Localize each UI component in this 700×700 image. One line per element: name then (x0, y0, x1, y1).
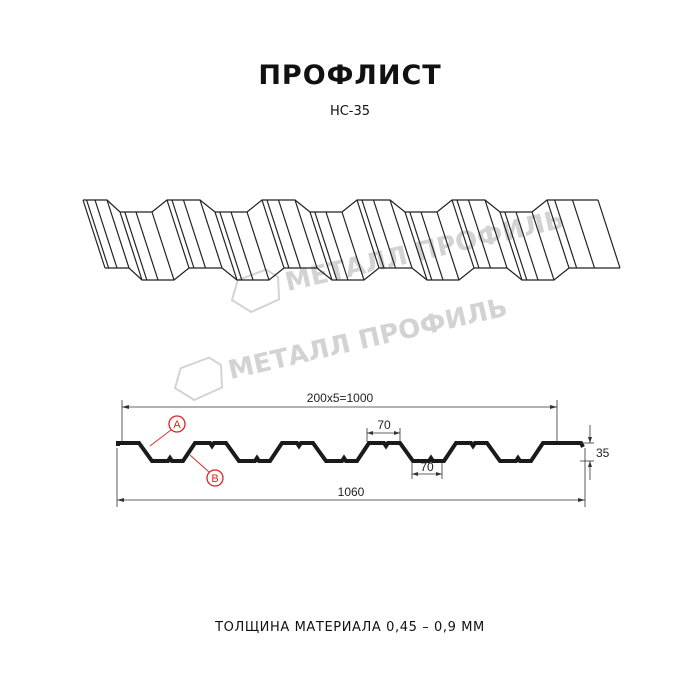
sheet-rib-line (456, 199, 480, 269)
sheet-rib-line (266, 199, 290, 269)
dimension-lines (116, 400, 594, 507)
sheet-fold-line (199, 199, 223, 269)
sheet-rib-line (467, 199, 492, 269)
sheet-fold-line (484, 199, 508, 269)
dimension-arrows (117, 405, 592, 502)
marker-a-label: A (173, 419, 181, 431)
sheet-rib-line (515, 211, 539, 281)
sheet-rib-line (124, 211, 148, 281)
sheet-fold-line (389, 199, 413, 269)
sheet-fold-line (499, 211, 523, 281)
sheet-fold-line (82, 199, 106, 269)
sheet-fold-line (341, 211, 365, 281)
material-thickness-note: ТОЛЩИНА МАТЕРИАЛА 0,45 – 0,9 ММ (215, 620, 485, 635)
sheet-rib-line (554, 199, 578, 269)
page-title: ПРОФЛИСТ (258, 60, 442, 91)
sheet-fold-line (436, 211, 460, 281)
sheet-fold-line (309, 211, 333, 281)
sheet-rib-line (409, 211, 433, 281)
sheet-rib-line (504, 211, 528, 281)
watermark-top: МЕТАЛЛ ПРОФИЛЬ (230, 205, 567, 314)
pitch-dimension-label: 200x5=1000 (307, 391, 374, 405)
marker-b: B (189, 454, 224, 487)
cross-section-profile (116, 441, 585, 463)
watermark-text: МЕТАЛЛ ПРОФИЛЬ (225, 293, 510, 386)
sheet-rib-line (314, 211, 338, 281)
sheet-rib-line (171, 199, 195, 269)
sheet-rib-line (135, 211, 159, 281)
sheet-fold-line (597, 199, 621, 269)
sheet-rib-line (420, 211, 444, 281)
product-code: НС-35 (329, 104, 371, 119)
sheet-fold-line (151, 211, 175, 281)
sheet-fold-line (166, 199, 190, 269)
sheet-fold-line (294, 199, 318, 269)
sheet-rib-line (361, 199, 385, 269)
sheet-rib-line (571, 199, 596, 269)
marker-a: A (149, 415, 186, 447)
top-flat-dimension-label: 70 (377, 418, 391, 432)
sheet-fold-line (531, 211, 555, 281)
sheet-fold-line (106, 199, 130, 269)
marker-b-label: B (211, 473, 218, 485)
sheet-fold-line (246, 211, 270, 281)
sheet-back-edge (83, 199, 598, 213)
sheet-fold-line (404, 211, 428, 281)
sheet-fold-line (546, 199, 570, 269)
bottom-flat-dimension-label: 70 (420, 460, 434, 474)
watermark-bottom: МЕТАЛЛ ПРОФИЛЬ (173, 293, 510, 402)
sheet-fold-line (356, 199, 380, 269)
watermark-logo-icon (173, 356, 224, 402)
height-dimension-label: 35 (596, 446, 610, 460)
sheet-rib-line (372, 199, 397, 269)
sheet-3d-view (82, 199, 621, 281)
sheet-rib-line (219, 211, 243, 281)
sheet-fold-line (261, 199, 285, 269)
watermark-text: МЕТАЛЛ ПРОФИЛЬ (282, 205, 567, 298)
sheet-rib-line (94, 199, 118, 269)
width-dimension-label: 1060 (338, 485, 365, 499)
sheet-rib-line (230, 211, 254, 281)
sheet-rib-line (325, 211, 349, 281)
sheet-rib-line (277, 199, 302, 269)
sheet-rib-line (182, 199, 207, 269)
sheet-fold-line (451, 199, 475, 269)
sheet-fold-line (119, 211, 143, 281)
sheet-rib-line (86, 199, 110, 269)
sheet-fold-line (214, 211, 238, 281)
